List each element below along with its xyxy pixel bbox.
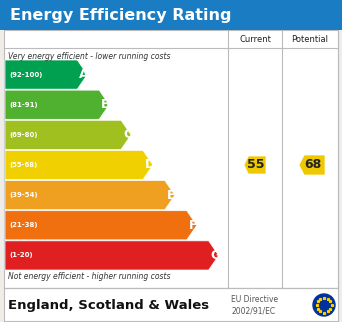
Polygon shape [5,120,131,149]
Polygon shape [299,155,325,175]
Text: Energy Efficiency Rating: Energy Efficiency Rating [10,7,232,23]
Text: (21-38): (21-38) [9,222,38,228]
Text: Not energy efficient - higher running costs: Not energy efficient - higher running co… [8,272,171,281]
Text: 55: 55 [247,158,265,172]
Text: A: A [79,68,89,81]
Text: Very energy efficient - lower running costs: Very energy efficient - lower running co… [8,52,171,61]
Text: (92-100): (92-100) [9,71,42,78]
Text: EU Directive: EU Directive [231,295,278,304]
Text: 2002/91/EC: 2002/91/EC [231,307,275,316]
Circle shape [313,294,335,316]
Polygon shape [5,211,197,240]
Text: E: E [167,189,175,202]
Polygon shape [5,60,87,89]
Text: England, Scotland & Wales: England, Scotland & Wales [8,298,209,311]
Text: C: C [123,128,132,141]
Polygon shape [5,241,219,270]
Text: (1-20): (1-20) [9,252,32,259]
Text: (81-91): (81-91) [9,102,38,108]
Text: Current: Current [239,34,271,43]
Text: G: G [211,249,221,262]
Text: 68: 68 [305,158,322,172]
Text: D: D [145,158,155,172]
Bar [4,288,338,321]
Polygon shape [5,90,109,119]
Text: B: B [101,98,111,111]
Text: (69-80): (69-80) [9,132,38,138]
Text: Potential: Potential [291,34,329,43]
Polygon shape [5,150,153,180]
Bar [0,0,342,30]
Polygon shape [244,156,266,174]
Text: (39-54): (39-54) [9,192,38,198]
Polygon shape [5,181,175,210]
Text: F: F [189,219,197,232]
Bar [4,30,338,288]
Text: (55-68): (55-68) [9,162,37,168]
